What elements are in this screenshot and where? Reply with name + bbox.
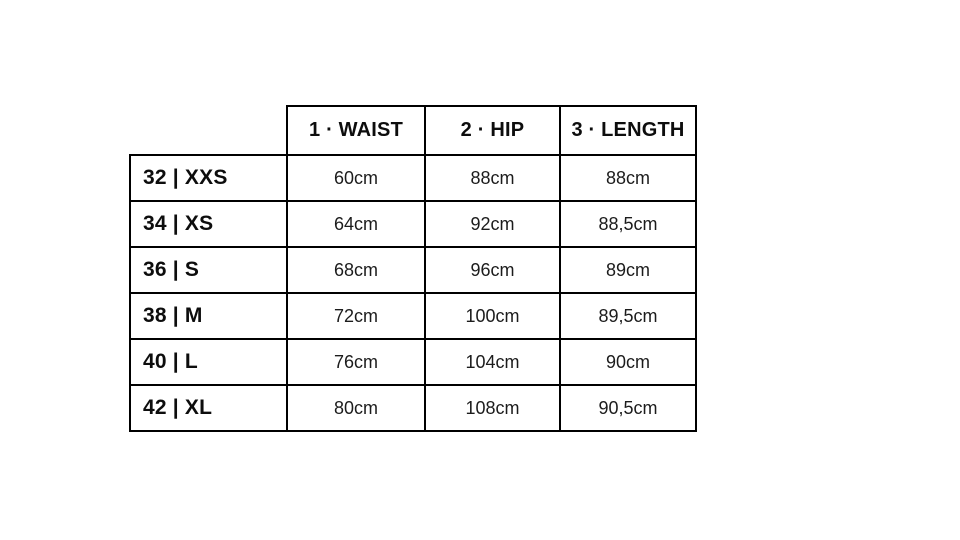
- cell-hip: 96cm: [424, 246, 561, 294]
- cell-length: 89,5cm: [559, 292, 697, 340]
- cell-length: 88cm: [559, 154, 697, 202]
- cell-hip: 100cm: [424, 292, 561, 340]
- row-label-size: 40 | L: [129, 338, 288, 386]
- table-row-s: 36 | S 68cm 96cm 89cm: [129, 246, 697, 294]
- table-row-m: 38 | M 72cm 100cm 89,5cm: [129, 292, 697, 340]
- cell-length: 90cm: [559, 338, 697, 386]
- table-row-xl: 42 | XL 80cm 108cm 90,5cm: [129, 384, 697, 432]
- corner-blank-cell: [130, 106, 287, 155]
- cell-waist: 80cm: [286, 384, 426, 432]
- cell-waist: 72cm: [286, 292, 426, 340]
- cell-waist: 64cm: [286, 200, 426, 248]
- cell-length: 89cm: [559, 246, 697, 294]
- row-label-size: 36 | S: [129, 246, 288, 294]
- size-chart-table: 1 · WAIST 2 · HIP 3 · LENGTH 32 | XXS 60…: [129, 105, 697, 432]
- row-label-size: 38 | M: [129, 292, 288, 340]
- row-label-size: 34 | XS: [129, 200, 288, 248]
- row-label-size: 32 | XXS: [129, 154, 288, 202]
- table-row-l: 40 | L 76cm 104cm 90cm: [129, 338, 697, 386]
- column-header-length: 3 · LENGTH: [559, 105, 697, 156]
- row-label-size: 42 | XL: [129, 384, 288, 432]
- table-row-xxs: 32 | XXS 60cm 88cm 88cm: [129, 154, 697, 202]
- cell-hip: 88cm: [424, 154, 561, 202]
- cell-waist: 68cm: [286, 246, 426, 294]
- cell-hip: 92cm: [424, 200, 561, 248]
- cell-hip: 108cm: [424, 384, 561, 432]
- table-row-xs: 34 | XS 64cm 92cm 88,5cm: [129, 200, 697, 248]
- cell-length: 88,5cm: [559, 200, 697, 248]
- cell-waist: 76cm: [286, 338, 426, 386]
- cell-waist: 60cm: [286, 154, 426, 202]
- column-header-hip: 2 · HIP: [424, 105, 561, 156]
- column-header-waist: 1 · WAIST: [286, 105, 426, 156]
- cell-hip: 104cm: [424, 338, 561, 386]
- header-row: 1 · WAIST 2 · HIP 3 · LENGTH: [130, 105, 697, 156]
- cell-length: 90,5cm: [559, 384, 697, 432]
